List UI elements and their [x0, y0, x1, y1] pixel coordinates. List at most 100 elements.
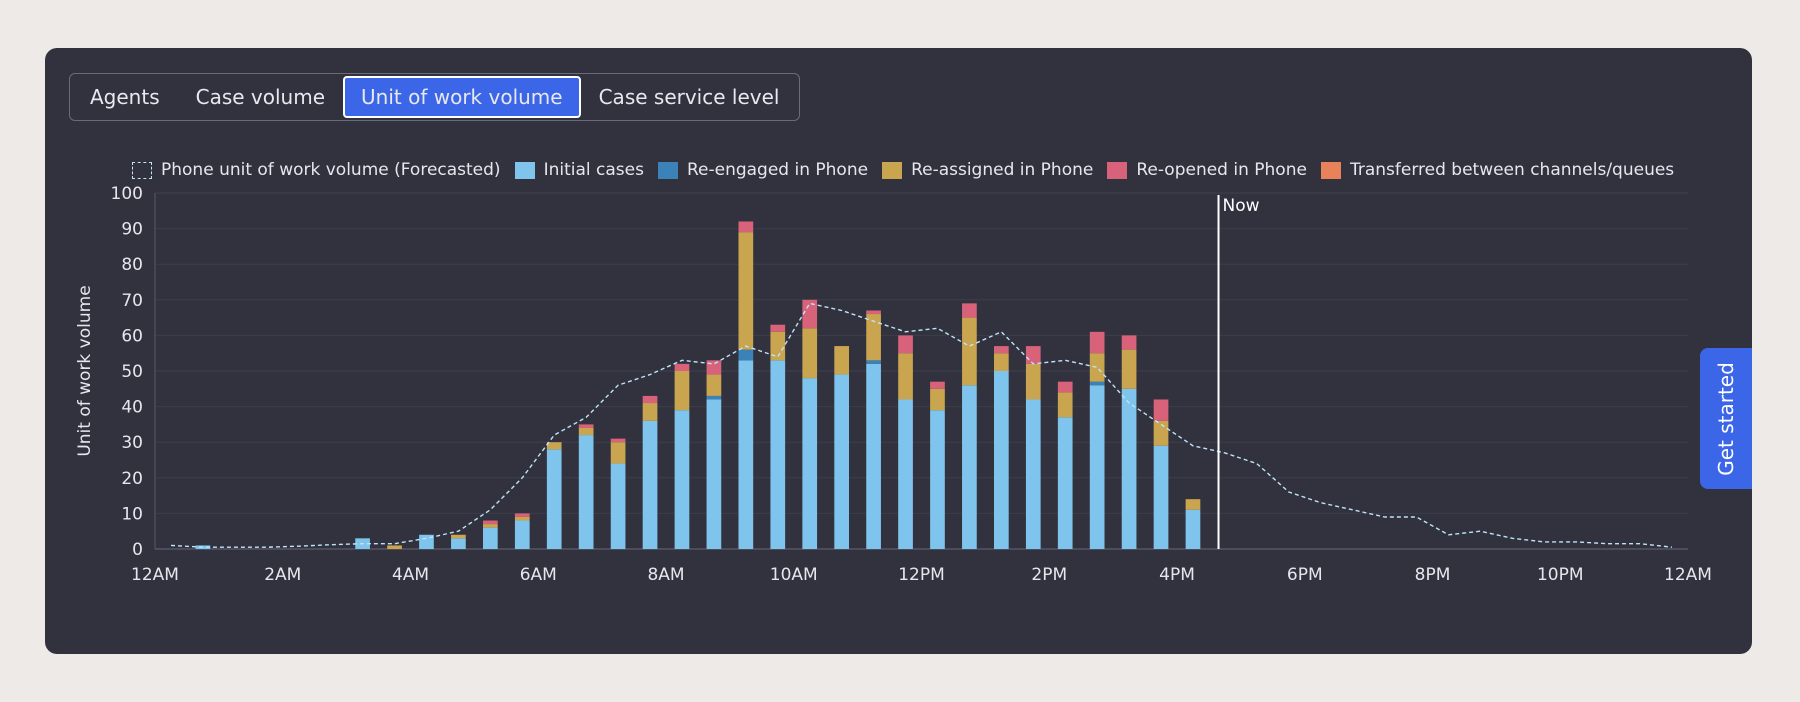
bar-initial — [866, 363, 881, 549]
bar-reassigned — [1153, 420, 1169, 446]
bar-initial — [451, 538, 466, 549]
bar-reopened — [642, 395, 658, 404]
chart-panel: 0 10 20 30 40 50 60 70 80 90 100 12AM 2AM 4AM 6AM 8AM 10… — [45, 48, 1752, 654]
legend-label: Re-assigned in Phone — [911, 160, 1094, 180]
bar-initial — [610, 463, 626, 549]
x-tick-label: 12AM — [1664, 565, 1712, 585]
legend-label: Phone unit of work volume (Forecasted) — [161, 160, 501, 180]
x-tick-label: 2PM — [1031, 565, 1067, 585]
x-tick-label: 4AM — [392, 565, 429, 585]
bar-reassigned — [706, 374, 722, 396]
bar-reassigned — [514, 516, 530, 521]
tab-agents[interactable]: Agents — [90, 85, 160, 109]
bar-reassigned — [451, 534, 466, 539]
bar-reassigned — [482, 524, 498, 528]
bar-reassigned — [898, 353, 913, 400]
legend-swatch-reengaged — [657, 161, 678, 179]
bar-reopened — [930, 381, 945, 389]
bar-reopened — [770, 324, 786, 332]
bar-reopened — [482, 520, 498, 525]
bar-reassigned — [674, 371, 690, 411]
bar-reassigned — [738, 232, 754, 350]
bar-reassigned — [387, 545, 402, 549]
bar-initial — [770, 360, 786, 549]
bar-reengaged — [866, 360, 881, 364]
bar-reassigned — [1185, 499, 1201, 510]
bar-initial — [802, 378, 818, 549]
bar-initial — [1057, 417, 1073, 549]
get-started-button[interactable]: Get started — [1700, 348, 1752, 489]
bar-initial — [1185, 509, 1201, 549]
tab-unit-of-work-volume[interactable]: Unit of work volume — [343, 76, 581, 118]
bar-reassigned — [993, 353, 1009, 371]
legend-item-forecast[interactable]: Phone unit of work volume (Forecasted) — [132, 160, 501, 180]
bar-reassigned — [642, 403, 658, 421]
legend-label: Transferred between channels/queues — [1349, 160, 1675, 180]
x-tick-label: 8AM — [647, 565, 684, 585]
bar-reassigned — [546, 442, 562, 450]
x-tick-label: 10AM — [770, 565, 818, 585]
bar-initial — [706, 399, 722, 549]
bar-reopened — [738, 221, 754, 233]
x-tick-label: 12AM — [131, 565, 179, 585]
bar-reassigned — [1057, 392, 1073, 418]
bar-reassigned — [1025, 363, 1041, 400]
legend-item-transferred[interactable]: Transferred between channels/queues — [1320, 160, 1675, 180]
legend-item-reassigned[interactable]: Re-assigned in Phone — [882, 160, 1093, 180]
x-tick-label: 12PM — [898, 565, 945, 585]
bar-reopened — [1089, 331, 1105, 354]
bar-reassigned — [962, 317, 977, 386]
bar-initial — [514, 520, 530, 549]
x-tick-label: 8PM — [1415, 565, 1451, 585]
y-tick-label: 90 — [121, 220, 143, 240]
legend-label: Re-engaged in Phone — [686, 160, 869, 180]
y-tick-label: 20 — [121, 469, 143, 489]
bar-reopened — [1153, 399, 1169, 421]
bar-reopened — [962, 303, 977, 318]
bar-initial — [834, 374, 850, 549]
bar-reassigned — [770, 331, 786, 361]
y-axis-title: Unit of work volume — [75, 285, 95, 456]
bar-reengaged — [706, 395, 722, 400]
bar-initial — [1025, 399, 1041, 549]
legend-item-reengaged[interactable]: Re-engaged in Phone — [657, 160, 869, 180]
stacked-bar-chart: 0 10 20 30 40 50 60 70 80 90 100 12AM 2AM 4AM 6AM 8AM 10… — [75, 184, 1712, 585]
y-tick-label: 100 — [111, 184, 143, 204]
x-tick-label: 6PM — [1287, 565, 1323, 585]
bar-reopened — [706, 360, 722, 375]
bar-initial — [738, 360, 754, 549]
legend-item-reopened[interactable]: Re-opened in Phone — [1107, 160, 1307, 180]
bar-initial — [962, 385, 977, 549]
legend-swatch-initial — [514, 161, 535, 179]
bar-initial — [546, 449, 562, 549]
x-tick-label: 10PM — [1537, 565, 1584, 585]
legend-label: Re-opened in Phone — [1136, 160, 1307, 180]
bar-initial — [993, 371, 1009, 549]
tab-case-volume[interactable]: Case volume — [195, 85, 326, 109]
chart-legend: Phone unit of work volume (Forecasted) I… — [132, 158, 1674, 182]
bar-initial — [898, 399, 913, 549]
y-tick-label: 10 — [121, 504, 143, 524]
bar-initial — [642, 420, 658, 549]
bar-reopened — [514, 513, 530, 517]
y-tick-label: 80 — [121, 255, 143, 275]
x-tick-label: 4PM — [1159, 565, 1195, 585]
tab-case-service-level[interactable]: Case service level — [598, 85, 780, 109]
legend-swatch-transferred — [1320, 161, 1341, 179]
bar-reopened — [610, 438, 626, 443]
y-tick-label: 60 — [121, 326, 143, 346]
now-marker-label: Now — [1223, 196, 1260, 216]
legend-label: Initial cases — [543, 160, 644, 180]
bar-reopened — [802, 299, 818, 329]
legend-item-initial[interactable]: Initial cases — [514, 160, 644, 180]
bar-initial — [1153, 445, 1169, 549]
bar-reassigned — [610, 442, 626, 464]
bar-initial — [1121, 388, 1137, 549]
bar-reassigned — [866, 314, 881, 361]
x-tick-label: 6AM — [520, 565, 557, 585]
y-tick-label: 0 — [132, 540, 143, 560]
y-tick-label: 40 — [121, 398, 143, 418]
bar-initial — [578, 435, 594, 549]
bar-reassigned — [802, 328, 818, 379]
bar-initial — [1089, 385, 1105, 549]
